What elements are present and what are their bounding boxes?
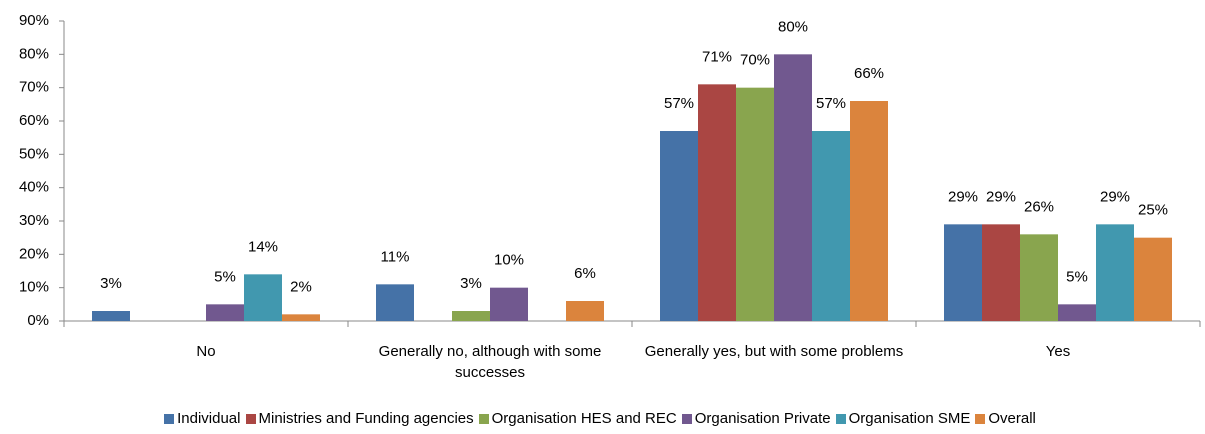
data-label: 70%: [740, 52, 770, 69]
legend-item: Organisation SME: [835, 410, 971, 427]
data-label: 5%: [214, 268, 236, 285]
bar: [944, 224, 982, 321]
data-label: 29%: [986, 188, 1016, 205]
legend-label: Individual: [177, 410, 241, 427]
bar: [1096, 224, 1134, 321]
data-label: 6%: [574, 265, 596, 282]
legend-swatch: [478, 413, 489, 424]
y-tick-label: 60%: [19, 112, 49, 129]
data-label: 80%: [778, 18, 808, 35]
bar: [1134, 237, 1172, 321]
data-label: 66%: [854, 65, 884, 82]
bar: [660, 131, 698, 321]
bar: [244, 274, 282, 321]
bar: [206, 304, 244, 321]
bar: [774, 54, 812, 321]
legend-swatch: [975, 413, 986, 424]
data-label: 57%: [664, 95, 694, 112]
legend-label: Organisation Private: [694, 410, 831, 427]
bar: [452, 311, 490, 321]
bar: [736, 87, 774, 322]
data-label: 3%: [460, 275, 482, 292]
data-label: 71%: [702, 48, 732, 65]
y-tick-label: 40%: [19, 179, 49, 196]
y-tick-label: 90%: [19, 12, 49, 29]
legend-swatch: [835, 413, 846, 424]
legend-item: Organisation Private: [681, 410, 831, 427]
y-tick-label: 10%: [19, 279, 49, 296]
bar: [1058, 304, 1096, 321]
y-tick-label: 50%: [19, 145, 49, 162]
data-label: 25%: [1138, 202, 1168, 219]
data-label: 14%: [248, 238, 278, 255]
legend-label: Organisation SME: [848, 410, 971, 427]
x-tick-label: Generally no, although with some success…: [378, 343, 602, 381]
bar: [376, 284, 414, 321]
legend-label: Ministries and Funding agencies: [258, 410, 474, 427]
legend-item: Ministries and Funding agencies: [245, 410, 474, 427]
legend-label: Organisation HES and REC: [491, 410, 677, 427]
legend-item: Organisation HES and REC: [478, 410, 677, 427]
data-label: 26%: [1024, 198, 1054, 215]
bar: [490, 287, 528, 321]
data-label: 2%: [290, 278, 312, 295]
bar: [282, 314, 320, 321]
legend-item: Overall: [975, 410, 1036, 427]
bar: [698, 84, 736, 321]
data-label: 5%: [1066, 268, 1088, 285]
data-label: 29%: [1100, 188, 1130, 205]
bar: [92, 311, 130, 321]
x-tick-label: Generally yes, but with some problems: [644, 343, 904, 360]
legend-swatch: [681, 413, 692, 424]
bar: [1020, 234, 1058, 321]
y-tick-label: 70%: [19, 79, 49, 96]
x-tick-label: No: [196, 343, 216, 360]
data-label: 29%: [948, 188, 978, 205]
x-tick-label: Yes: [1045, 343, 1071, 360]
data-label: 57%: [816, 95, 846, 112]
y-tick-label: 30%: [19, 212, 49, 229]
bar: [850, 101, 888, 321]
data-label: 10%: [494, 252, 524, 269]
legend-swatch: [164, 413, 175, 424]
bar: [566, 301, 604, 321]
y-tick-label: 20%: [19, 245, 49, 262]
legend-label: Overall: [988, 410, 1036, 427]
y-tick-label: 80%: [19, 45, 49, 62]
data-label: 3%: [100, 275, 122, 292]
bar: [982, 224, 1020, 321]
legend: Individual Ministries and Funding agencie…: [0, 410, 1205, 427]
legend-item: Individual: [164, 410, 241, 427]
data-label: 11%: [381, 248, 410, 265]
legend-swatch: [245, 413, 256, 424]
bar: [812, 131, 850, 321]
y-tick-label: 0%: [27, 312, 49, 329]
